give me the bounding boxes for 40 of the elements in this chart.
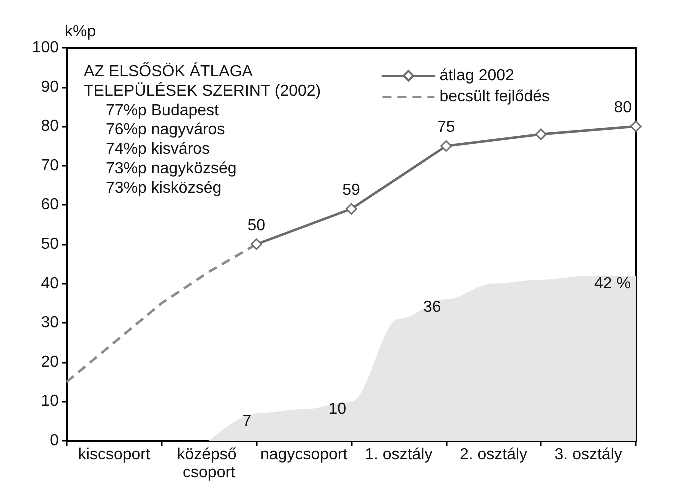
legend-label: becsült fejlődés <box>440 88 550 106</box>
data-label: 50 <box>248 217 266 234</box>
point <box>535 128 547 140</box>
y-tick-label: 30 <box>41 314 60 332</box>
y-tick-label: 10 <box>41 393 60 410</box>
annotation: 74%p kisváros <box>106 141 210 158</box>
y-tick-label: 20 <box>41 354 60 371</box>
legend-label: átlag 2002 <box>440 68 515 84</box>
point <box>440 140 452 152</box>
y-tick-label: 70 <box>41 157 60 174</box>
point <box>250 238 262 250</box>
data-label: 7 <box>242 412 252 430</box>
annotation: 76%p nagyváros <box>106 122 226 139</box>
x-tick-label: nagycsoport <box>260 446 348 464</box>
annotation: 73%p nagyközség <box>106 160 237 178</box>
x-tick-label: kiscsoport <box>78 446 151 464</box>
data-label: 42 % <box>594 275 631 292</box>
annotation: TELEPÜLÉSEK SZERINT (2002) <box>84 82 322 100</box>
annotation: AZ ELSŐSÖK ÁTLAGA <box>84 62 254 80</box>
data-label: 80 <box>614 99 632 116</box>
data-label: 75 <box>437 119 456 136</box>
x-tick-label: 2. osztály <box>460 446 528 464</box>
x-tick-label: középső csoport <box>177 446 242 482</box>
data-label: 10 <box>328 401 347 418</box>
y-tick-label: 0 <box>50 432 60 450</box>
y-tick-label: 100 <box>32 40 60 56</box>
data-label: 36 <box>424 299 442 316</box>
y-tick-label: 60 <box>41 196 60 214</box>
data-label: 59 <box>342 182 360 199</box>
point <box>630 120 642 132</box>
point <box>346 203 358 215</box>
y-tick-label: 80 <box>41 118 60 136</box>
annotation: 73%p kisközség <box>106 180 222 197</box>
y-tick-label: 50 <box>41 236 60 253</box>
y-tick-label: 40 <box>41 275 60 292</box>
x-tick-label: 3. osztály <box>554 446 622 464</box>
x-tick-label: 1. osztály <box>365 446 433 464</box>
annotation: 77%p Budapest <box>106 102 220 120</box>
y-tick-label: 90 <box>41 78 60 96</box>
y-axis-title: k%p <box>65 24 96 40</box>
